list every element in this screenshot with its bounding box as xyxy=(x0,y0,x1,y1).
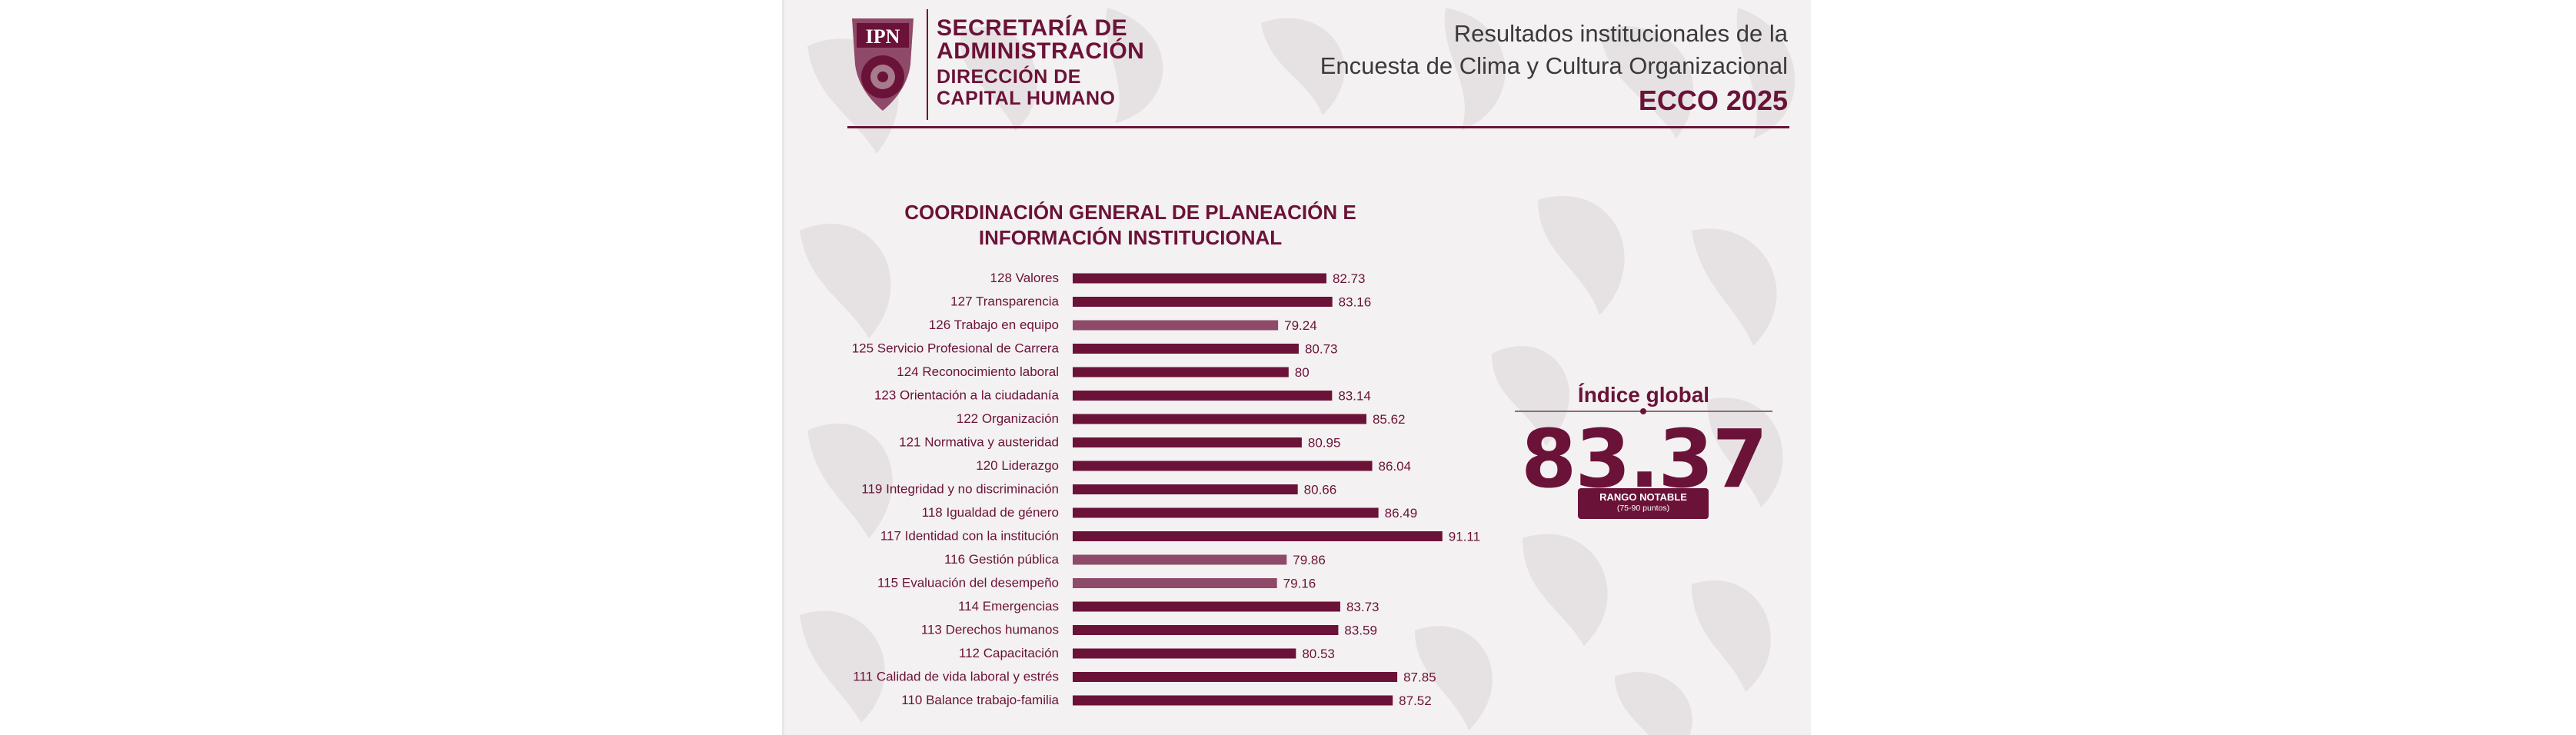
value-label: 79.24 xyxy=(1284,318,1317,333)
value-label: 80.95 xyxy=(1308,436,1341,451)
institution-line-3: DIRECCIÓN DE xyxy=(937,66,1081,88)
category-label: 110 Balance trabajo-familia xyxy=(901,693,1059,707)
bar xyxy=(1073,320,1279,331)
value-label: 87.52 xyxy=(1399,693,1432,708)
bar xyxy=(1073,344,1299,354)
institution-line-2: ADMINISTRACIÓN xyxy=(937,38,1145,64)
category-label: 126 Trabajo en equipo xyxy=(929,318,1059,332)
category-label: 116 Gestión pública xyxy=(944,552,1060,567)
value-label: 79.86 xyxy=(1293,553,1326,567)
range-badge: RANGO NOTABLE (75-90 puntos) xyxy=(1578,488,1709,519)
value-label: 87.85 xyxy=(1403,670,1436,685)
bar-chart: 128 Valores 82.73 127 Transparencia 83.16 12… xyxy=(852,271,1480,708)
value-label: 80.66 xyxy=(1304,483,1337,497)
ipn-logo: IPN xyxy=(852,18,914,111)
value-label: 80 xyxy=(1295,365,1310,380)
bar xyxy=(1073,297,1333,307)
header-rule xyxy=(847,126,1789,128)
bar xyxy=(1073,531,1443,541)
category-label: 127 Transparencia xyxy=(950,294,1059,309)
bar xyxy=(1073,437,1302,447)
category-label: 117 Identidad con la institución xyxy=(880,529,1059,544)
value-label: 83.59 xyxy=(1344,624,1377,638)
value-label: 82.73 xyxy=(1333,271,1366,286)
value-label: 86.04 xyxy=(1379,459,1412,474)
value-label: 80.53 xyxy=(1302,647,1335,661)
document-edge xyxy=(782,0,784,735)
range-badge-label: RANGO NOTABLE xyxy=(1599,491,1687,503)
bar xyxy=(1073,461,1373,471)
bar xyxy=(1073,414,1366,424)
category-label: 118 Igualdad de género xyxy=(922,505,1059,520)
chart-title: COORDINACIÓN GENERAL DE PLANEACIÓN E INF… xyxy=(904,201,1356,249)
value-label: 83.16 xyxy=(1339,295,1372,310)
institution-line-4: CAPITAL HUMANO xyxy=(937,88,1116,109)
global-index-title: Índice global xyxy=(1577,383,1710,407)
bar xyxy=(1073,507,1379,518)
value-label: 83.14 xyxy=(1338,389,1371,404)
value-label: 80.73 xyxy=(1305,342,1338,357)
category-label: 111 Calidad de vida laboral y estrés xyxy=(853,670,1059,684)
institution-line-1: SECRETARÍA DE xyxy=(937,15,1128,41)
value-label: 86.49 xyxy=(1385,506,1418,520)
range-badge-range: (75-90 puntos) xyxy=(1616,504,1670,513)
bar xyxy=(1073,391,1333,401)
category-label: 124 Reconocimiento laboral xyxy=(897,364,1059,379)
category-label: 123 Orientación a la ciudadanía xyxy=(874,388,1060,403)
report-title-line-2: Encuesta de Clima y Cultura Organizacion… xyxy=(1320,52,1788,79)
report-page: IPN SECRETARÍA DE ADMINISTRACIÓN DIRECCI… xyxy=(784,0,1811,735)
category-label: 128 Valores xyxy=(990,271,1059,285)
value-label: 79.16 xyxy=(1283,577,1316,591)
category-label: 119 Integridad y no discriminación xyxy=(861,482,1059,497)
bar xyxy=(1073,367,1289,377)
category-label: 121 Normativa y austeridad xyxy=(899,435,1059,450)
bar xyxy=(1073,484,1298,494)
bar xyxy=(1073,672,1398,682)
bar xyxy=(1073,695,1393,706)
category-label: 114 Emergencias xyxy=(958,599,1059,614)
category-label: 125 Servicio Profesional de Carrera xyxy=(852,341,1060,356)
logo-divider xyxy=(927,9,928,120)
category-label: 112 Capacitación xyxy=(959,646,1059,660)
category-label: 113 Derechos humanos xyxy=(921,623,1059,637)
bar xyxy=(1073,273,1326,284)
value-label: 83.73 xyxy=(1346,600,1380,614)
value-label: 85.62 xyxy=(1373,412,1406,427)
background-pattern xyxy=(800,8,1796,735)
logo-lettering: IPN xyxy=(866,25,900,48)
report-title-line-1: Resultados institucionales de la xyxy=(1453,20,1788,47)
bar xyxy=(1073,554,1287,565)
bar xyxy=(1073,578,1277,588)
category-label: 122 Organización xyxy=(957,411,1059,426)
category-label: 115 Evaluación del desempeño xyxy=(877,576,1059,590)
bar xyxy=(1073,601,1340,612)
value-label: 91.11 xyxy=(1449,530,1480,544)
bar xyxy=(1073,648,1296,659)
global-index-value: 83.37 xyxy=(1521,412,1768,506)
global-index-dot xyxy=(1640,408,1646,414)
bar xyxy=(1073,625,1339,635)
category-label: 120 Liderazgo xyxy=(976,458,1059,473)
report-edition: ECCO 2025 xyxy=(1638,85,1788,116)
